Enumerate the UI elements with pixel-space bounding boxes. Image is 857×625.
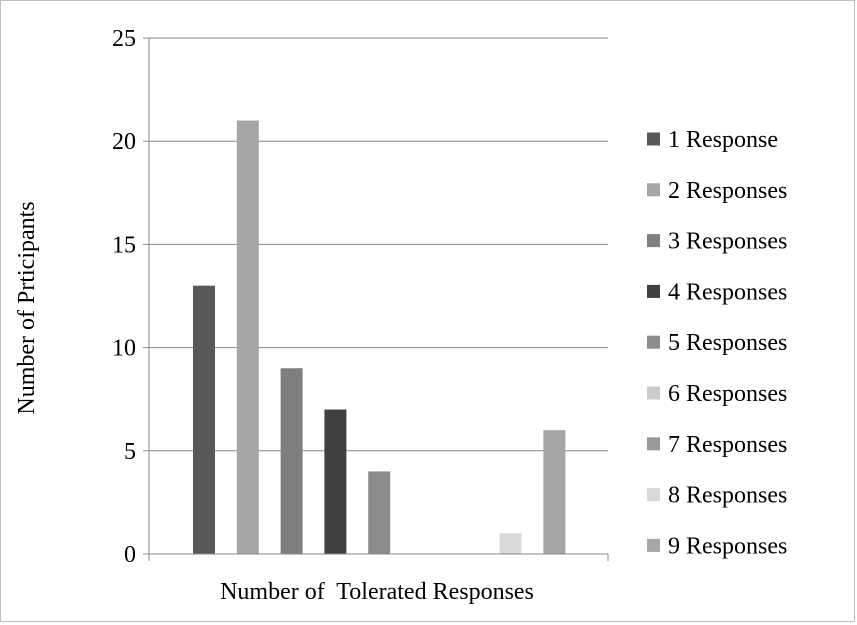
legend-swatch-3	[647, 234, 660, 248]
y-tick-label: 25	[112, 26, 136, 52]
legend-swatch-6	[647, 386, 660, 400]
bar-1	[193, 285, 215, 554]
bar-3	[280, 368, 303, 554]
legend-label-8: 8 Responses	[668, 483, 787, 509]
legend-label-6: 6 Responses	[668, 381, 787, 407]
legend-label-5: 5 Responses	[668, 330, 787, 356]
legend-swatch-4	[647, 284, 660, 298]
y-tick-label: 20	[112, 129, 136, 155]
y-tick-label: 15	[112, 232, 136, 258]
legend-label-7: 7 Responses	[668, 432, 787, 458]
legend-swatch-7	[647, 437, 660, 451]
legend-swatch-2	[647, 183, 660, 197]
legend: 1 Response 2 Responses 3 Responses 4 Respon…	[647, 127, 787, 559]
y-tick-label: 5	[124, 439, 136, 465]
y-axis-label: Number of Prticipants	[14, 201, 40, 414]
legend-label-1: 1 Response	[668, 127, 778, 153]
bar-2	[236, 120, 259, 554]
legend-swatch-9	[647, 538, 660, 552]
x-axis-label: Number of Tolerated Responses	[220, 579, 534, 605]
legend-label-3: 3 Responses	[668, 229, 787, 255]
y-tick-label: 0	[124, 542, 136, 568]
bars	[193, 120, 566, 554]
legend-label-4: 4 Responses	[668, 279, 787, 305]
y-tick-labels: 0 5 10 15 20 25	[112, 26, 136, 568]
legend-label-2: 2 Responses	[668, 178, 787, 204]
legend-swatch-1	[647, 132, 660, 146]
bar-9	[543, 430, 566, 554]
bar-4	[324, 409, 347, 554]
axes	[143, 37, 609, 561]
bar-8	[499, 533, 522, 554]
legend-swatch-5	[647, 335, 660, 349]
legend-swatch-8	[647, 488, 660, 502]
grid-lines	[149, 37, 608, 452]
y-tick-label: 10	[112, 336, 136, 362]
legend-label-9: 9 Responses	[668, 533, 787, 559]
bar-5	[368, 471, 391, 554]
